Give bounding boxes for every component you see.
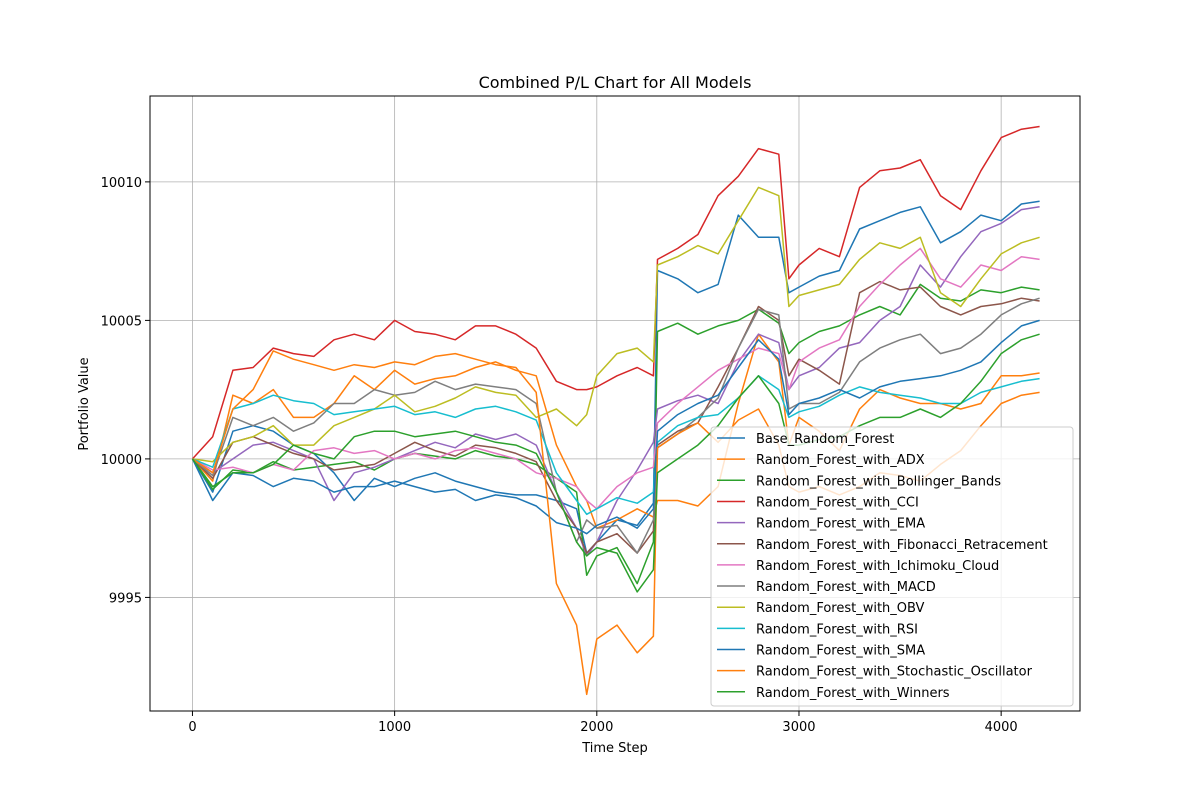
legend-entry: Random_Forest_with_Fibonacci_Retracement [756, 538, 1048, 553]
x-tick-label: 2000 [580, 720, 613, 735]
series-line-random-forest-with-bollinger-bands [191, 283, 1040, 585]
series-line-random-forest-with-obv [192, 186, 1040, 463]
y-axis: 9995 10000 10005 10010 [101, 176, 150, 606]
legend-entry: Random_Forest_with_Bollinger_Bands [756, 474, 1001, 489]
series-line-random-forest-with-macd [192, 297, 1040, 554]
series-line-random-forest-with-ichimoku-cloud [192, 247, 1040, 510]
legend: Base_Random_Forest Random_Forest_with_ADX… [710, 426, 1074, 707]
legend-entry: Random_Forest_with_SMA [756, 644, 925, 659]
series-line-random-forest-with-rsi [192, 375, 1040, 516]
legend-entry: Random_Forest_with_RSI [756, 622, 918, 637]
series-layer [191, 125, 1040, 696]
y-tick-label: 10005 [101, 314, 142, 329]
series-line-random-forest-with-fibonacci-retracement [191, 280, 1040, 554]
series-line-random-forest-with-sma [191, 319, 1040, 535]
x-axis: 0 1000 2000 3000 4000 [188, 711, 1018, 735]
plot-frame [149, 95, 1081, 712]
legend-entry: Random_Forest_with_EMA [756, 517, 925, 532]
legend-entry: Random_Forest_with_ADX [756, 453, 925, 468]
legend-box [710, 426, 1074, 707]
legend-entry: Random_Forest_with_Winners [756, 686, 950, 701]
series-line-random-forest-with-winners [191, 333, 1040, 593]
x-tick-label: 0 [188, 720, 196, 735]
legend-entry: Random_Forest_with_OBV [756, 601, 925, 616]
chart-title: Combined P/L Chart for All Models [479, 73, 752, 92]
y-axis-label: Portfolio Value [77, 357, 92, 450]
y-tick-label: 10000 [101, 453, 142, 468]
y-tick-label: 10010 [101, 176, 142, 191]
legend-entry: Random_Forest_with_MACD [756, 580, 936, 595]
y-tick-label: 9995 [109, 591, 142, 606]
series-line-random-forest-with-cci [191, 125, 1040, 460]
legend-entry: Random_Forest_with_CCI [756, 495, 919, 510]
x-axis-label: Time Step [581, 741, 648, 756]
x-tick-label: 4000 [985, 720, 1018, 735]
legend-entry: Base_Random_Forest [756, 432, 894, 447]
x-tick-label: 3000 [782, 720, 815, 735]
legend-entry: Random_Forest_with_Ichimoku_Cloud [756, 559, 999, 574]
series-line-random-forest-with-ema [192, 206, 1040, 557]
legend-entry: Random_Forest_with_Stochastic_Oscillator [756, 665, 1033, 680]
x-tick-label: 1000 [378, 720, 411, 735]
